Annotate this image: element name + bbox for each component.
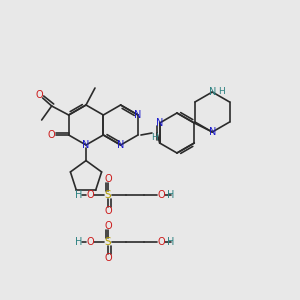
Text: H: H [167,237,175,247]
Text: O: O [36,90,44,100]
Text: O: O [104,206,112,216]
Text: O: O [86,190,94,200]
Text: O: O [104,221,112,231]
Text: H: H [75,237,83,247]
Text: N: N [208,87,216,97]
Text: H: H [167,190,175,200]
Text: O: O [157,237,165,247]
Text: O: O [48,130,56,140]
Text: H: H [75,190,83,200]
Text: N: N [156,118,163,128]
Text: O: O [104,174,112,184]
Text: N: N [134,110,142,120]
Text: O: O [157,190,165,200]
Text: S: S [105,190,111,200]
Text: N: N [208,127,216,137]
Text: N: N [82,140,90,150]
Text: N: N [117,140,124,150]
Text: H: H [218,88,225,97]
Text: O: O [104,253,112,262]
Text: H: H [152,134,158,142]
Text: O: O [86,237,94,247]
Text: S: S [105,237,111,247]
